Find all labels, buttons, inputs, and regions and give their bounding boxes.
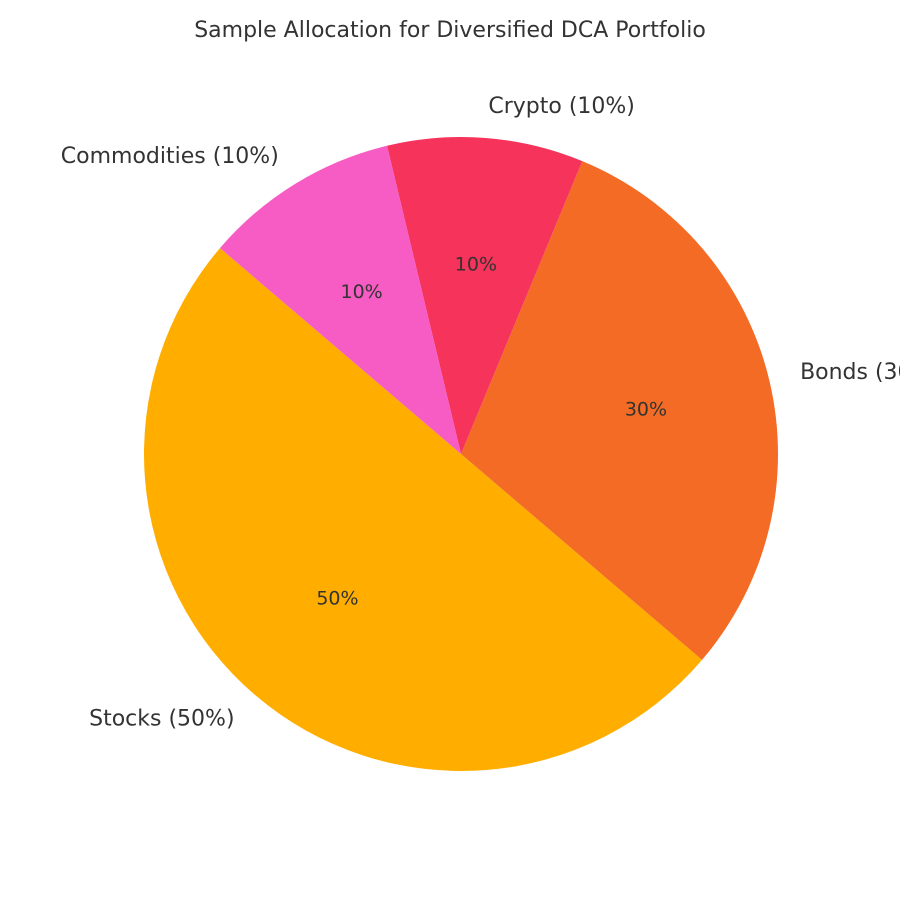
- pct-label-stocks: 50%: [316, 588, 358, 610]
- pct-label-bonds: 30%: [625, 399, 667, 421]
- slice-label-commodities: Commodities (10%): [61, 144, 279, 169]
- pie-slice-stocks: [144, 248, 703, 771]
- slice-label-bonds: Bonds (30%): [800, 360, 900, 385]
- pct-label-crypto: 10%: [455, 253, 497, 275]
- percent-labels: 50% 30% 10% 10%: [316, 253, 667, 609]
- pie-slice-crypto: [386, 136, 583, 454]
- slice-label-crypto: Crypto (10%): [488, 94, 635, 119]
- pct-label-commodities: 10%: [341, 281, 383, 303]
- slice-label-stocks: Stocks (50%): [89, 707, 234, 732]
- pie-slice-bonds: [461, 161, 779, 660]
- slice-labels: Stocks (50%) Bonds (30%) Crypto (10%) Commo…: [61, 94, 900, 732]
- pie-slice-commodities: [219, 145, 461, 454]
- chart-title: Sample Allocation for Diversified DCA Po…: [194, 18, 706, 43]
- pie-slices: [144, 136, 779, 771]
